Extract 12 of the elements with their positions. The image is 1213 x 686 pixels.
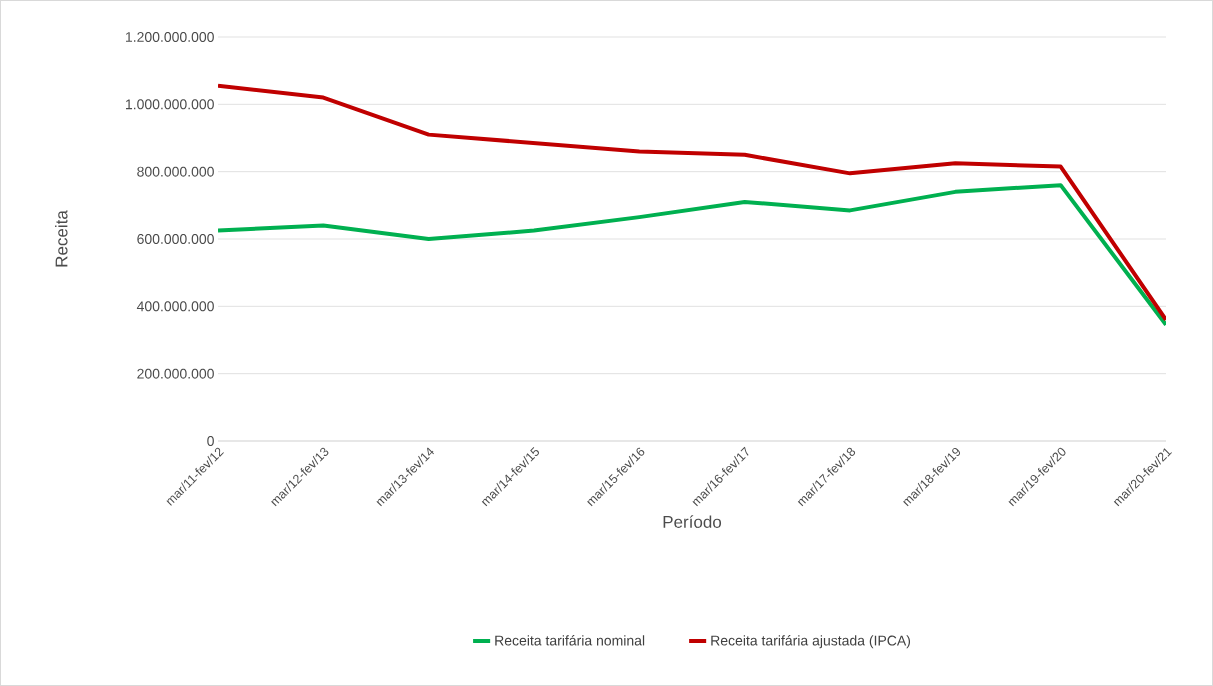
y-tick-label: 600.000.000 <box>137 234 214 244</box>
y-tick-label: 800.000.000 <box>137 166 214 177</box>
line-series <box>218 183 1167 327</box>
y-axis-title: Receita <box>55 210 68 267</box>
y-tick-label: 1.000.000.000 <box>126 99 214 110</box>
y-tick-label: 1.200.000.000 <box>126 32 214 42</box>
y-tick-label: 0 <box>207 436 214 446</box>
legend-label: Receita tarifária ajustada (IPCA) <box>711 635 911 649</box>
y-tick-label: 400.000.000 <box>136 301 214 312</box>
x-axis-title: Período <box>663 515 722 528</box>
y-tick-label: 200.000.000 <box>137 368 214 379</box>
legend-label: Receita tarifária nominal <box>495 635 645 646</box>
